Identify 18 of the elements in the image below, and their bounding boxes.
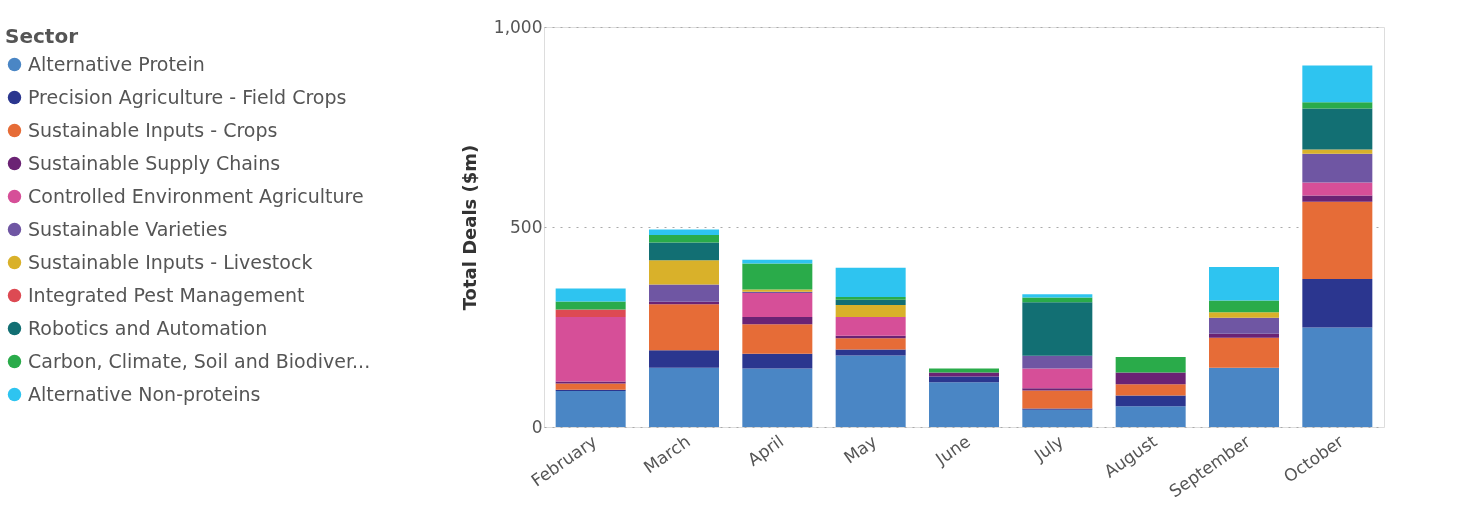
legend-label: Sustainable Inputs - Crops — [28, 118, 278, 141]
legend-label: Precision Agriculture - Field Crops — [28, 85, 347, 108]
y-axis-title: Total Deals ($m) — [458, 144, 480, 311]
legend-title: Sector — [5, 24, 79, 48]
y-tick-label: 500 — [510, 216, 543, 237]
legend-label: Sustainable Varieties — [28, 217, 228, 240]
x-tick-label: May — [840, 431, 881, 468]
x-tick-label: July — [1029, 431, 1068, 466]
y-tick-label: 0 — [531, 416, 543, 437]
legend-label: Controlled Environment Agriculture — [28, 184, 364, 207]
y-tick-label: 1,000 — [493, 16, 543, 37]
legend-label: Alternative Non-proteins — [28, 382, 261, 405]
legend-label: Integrated Pest Management — [28, 283, 305, 306]
legend-label: Carbon, Climate, Soil and Biodiver... — [28, 349, 371, 372]
legend-label: Sustainable Inputs - Livestock — [28, 250, 313, 273]
legend-label: Sustainable Supply Chains — [28, 151, 281, 174]
legend-label: Alternative Protein — [28, 52, 205, 75]
legend-label: Robotics and Automation — [28, 316, 268, 339]
